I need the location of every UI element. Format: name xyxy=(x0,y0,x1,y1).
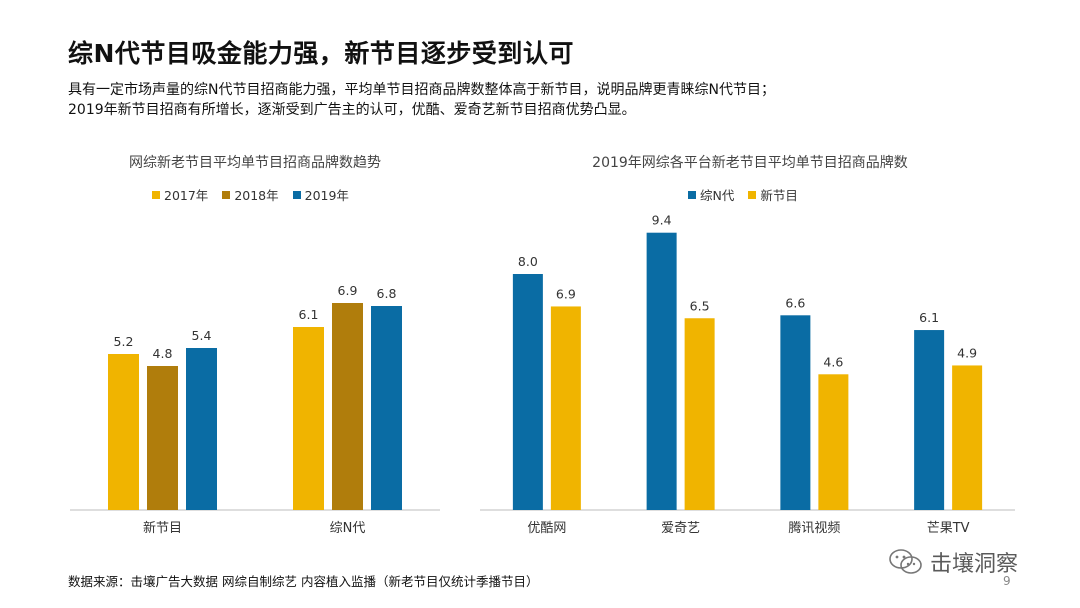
bar-value-label: 6.9 xyxy=(556,286,576,301)
legend-item: 2019年 xyxy=(292,185,349,204)
legend-item: 新节目 xyxy=(748,185,798,204)
bar xyxy=(914,330,945,510)
category-label: 腾讯视频 xyxy=(788,520,840,536)
legend-label: 2017年 xyxy=(164,188,209,203)
bar xyxy=(952,365,983,510)
page-number: 9 xyxy=(1003,574,1011,588)
chart1-title: 网综新老节目平均单节目招商品牌数趋势 xyxy=(129,155,381,171)
bar xyxy=(147,366,178,510)
bar xyxy=(550,306,581,510)
chart1-legend: 2017年 2018年 2019年 xyxy=(152,185,349,204)
watermark-text: 击壤洞察 xyxy=(930,552,1019,577)
bar-value-label: 6.9 xyxy=(338,283,358,298)
category-label: 综N代 xyxy=(330,521,366,536)
chart2-legend: 综N代 新节目 xyxy=(688,185,798,204)
slide-title: 综N代节目吸金能力强，新节目逐步受到认可 xyxy=(68,39,574,68)
subtitle-line: 2019年新节目招商有所增长，逐渐受到广告主的认可，优酷、爱奇艺新节目招商优势凸… xyxy=(68,102,636,118)
bar xyxy=(293,327,324,510)
legend-item: 2018年 xyxy=(222,185,279,204)
bar-value-label: 9.4 xyxy=(652,213,672,228)
bar xyxy=(332,303,363,510)
bar-value-label: 6.6 xyxy=(785,295,805,310)
legend-label: 新节目 xyxy=(760,188,798,203)
category-label: 爱奇艺 xyxy=(661,520,700,536)
legend-swatch xyxy=(748,190,757,199)
category-label: 优酷网 xyxy=(527,521,566,536)
bar-value-label: 6.8 xyxy=(377,286,397,301)
legend-label: 2018年 xyxy=(234,188,279,203)
bar-value-label: 6.1 xyxy=(299,307,319,322)
category-label: 芒果TV xyxy=(927,520,970,536)
bar-value-label: 5.2 xyxy=(114,334,134,349)
legend-swatch xyxy=(222,190,231,199)
bar-value-label: 4.6 xyxy=(823,354,843,369)
bar xyxy=(684,318,715,510)
subtitle-line: 具有一定市场声量的综N代节目招商能力强，平均单节目招商品牌数整体高于新节目，说明… xyxy=(68,82,775,98)
bar xyxy=(780,315,811,510)
bar-value-label: 4.8 xyxy=(153,346,173,361)
legend-item: 2017年 xyxy=(152,185,208,204)
watermark: 击壤洞察 xyxy=(888,546,1018,578)
bar xyxy=(186,348,217,510)
wechat-icon xyxy=(889,549,922,574)
bar xyxy=(512,274,543,510)
data-source-note: 数据来源：击壤广告大数据 网综自制综艺 内容植入监播（新老节目仅统计季播节目） xyxy=(68,574,539,589)
bar xyxy=(646,232,677,510)
bar-value-label: 4.9 xyxy=(957,345,977,360)
legend-label: 综N代 xyxy=(700,188,735,203)
bar-value-label: 6.5 xyxy=(690,298,710,313)
bar xyxy=(371,306,402,510)
category-label: 新节目 xyxy=(143,520,182,536)
bar-value-label: 5.4 xyxy=(192,328,212,343)
bar xyxy=(108,354,139,510)
bar-value-label: 6.1 xyxy=(919,310,939,325)
legend-swatch xyxy=(292,190,301,199)
legend-swatch xyxy=(152,190,160,199)
legend-item: 综N代 xyxy=(688,185,734,204)
bar-value-label: 8.0 xyxy=(518,254,538,269)
legend-label: 2019年 xyxy=(304,188,349,203)
chart2-title: 2019年网综各平台新老节目平均单节目招商品牌数 xyxy=(592,155,908,171)
bar xyxy=(818,374,849,510)
subtitle: 具有一定市场声量的综N代节目招商能力强，平均单节目招商品牌数整体高于新节目，说明… xyxy=(68,80,1028,120)
legend-swatch xyxy=(688,190,696,199)
